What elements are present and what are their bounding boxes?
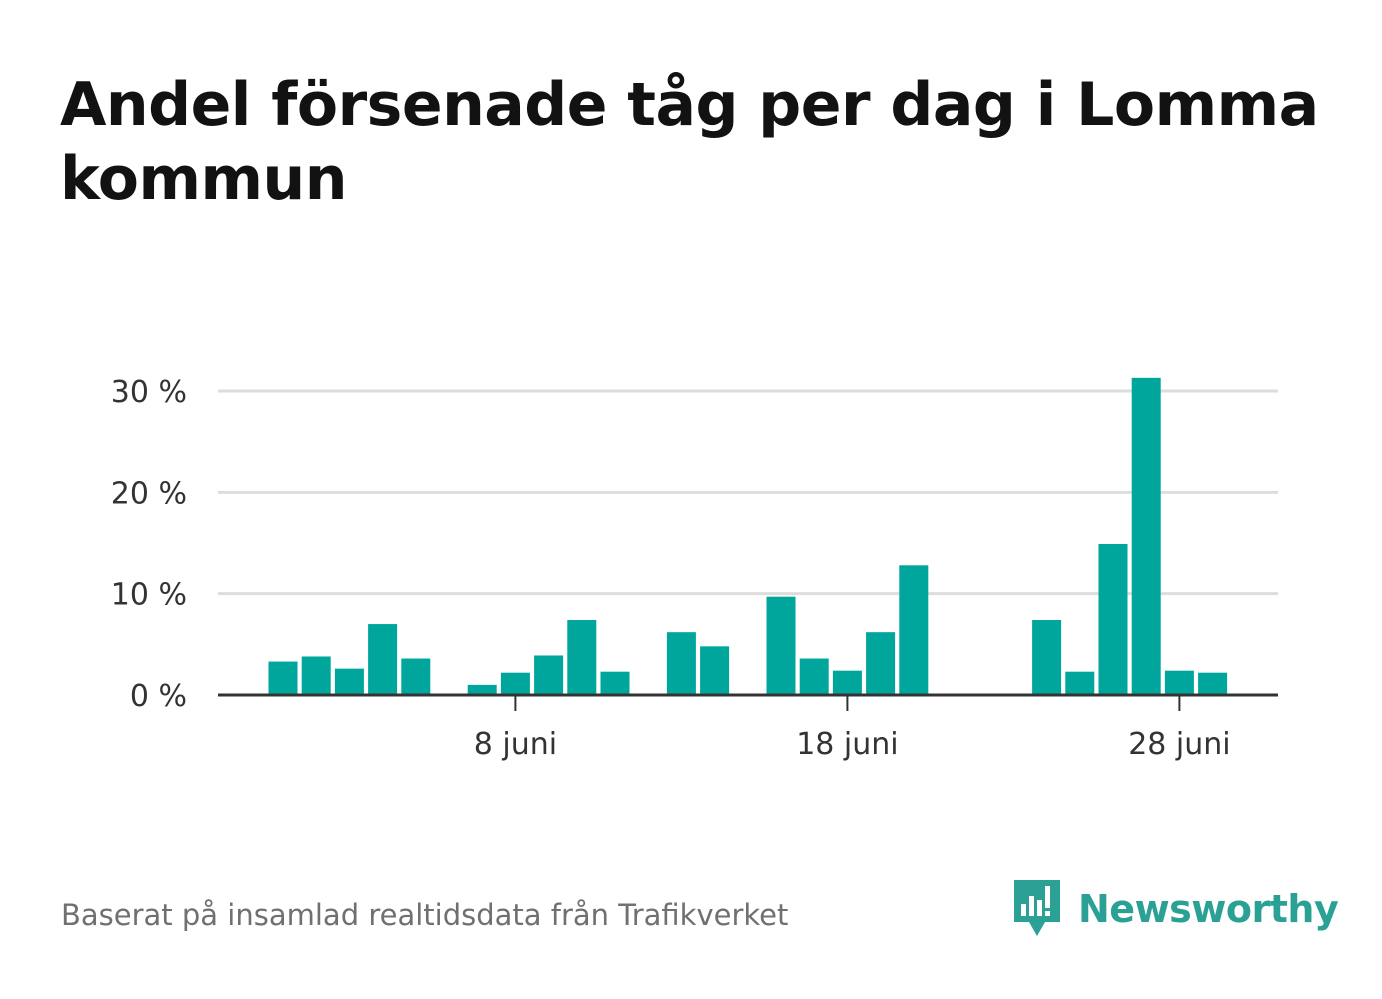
x-tick-label: 8 juni bbox=[474, 727, 557, 762]
bar bbox=[832, 670, 862, 695]
bar bbox=[500, 672, 530, 695]
brand-name: Newsworthy bbox=[1078, 887, 1339, 931]
bar bbox=[600, 671, 630, 695]
brand-logo: Newsworthy bbox=[1012, 878, 1339, 940]
bar bbox=[666, 632, 696, 695]
bar bbox=[368, 624, 398, 695]
bars bbox=[268, 377, 1228, 695]
bar bbox=[1131, 377, 1161, 695]
axes: 0 % 10 % 20 % 30 % 8 juni 18 juni 28 juni bbox=[111, 375, 1278, 762]
bar bbox=[899, 565, 929, 695]
chart-title: Andel försenade tåg per dag i Lomma komm… bbox=[60, 70, 1319, 214]
bar bbox=[1098, 544, 1128, 695]
bar bbox=[567, 620, 597, 695]
bar bbox=[866, 632, 896, 695]
bar bbox=[700, 646, 730, 695]
bar-chart-speech-bubble-icon bbox=[1014, 880, 1060, 936]
source-note: Baserat på insamlad realtidsdata från Tr… bbox=[61, 898, 789, 932]
bar bbox=[1198, 672, 1228, 695]
y-tick-label: 10 % bbox=[111, 578, 187, 613]
y-tick-label: 30 % bbox=[111, 375, 187, 410]
bar bbox=[268, 661, 298, 695]
y-tick-label: 0 % bbox=[130, 679, 187, 714]
bar bbox=[334, 668, 364, 695]
x-tick-label: 28 juni bbox=[1128, 727, 1230, 762]
y-tick-label: 20 % bbox=[111, 476, 187, 511]
bar bbox=[534, 655, 564, 695]
bar bbox=[799, 658, 829, 695]
bar bbox=[1164, 670, 1194, 695]
bar bbox=[766, 596, 796, 695]
bar bbox=[467, 684, 497, 695]
bar bbox=[1032, 620, 1062, 695]
bar bbox=[401, 658, 431, 695]
bar bbox=[301, 656, 331, 695]
x-tick-label: 18 juni bbox=[796, 727, 898, 762]
bar bbox=[1065, 671, 1095, 695]
